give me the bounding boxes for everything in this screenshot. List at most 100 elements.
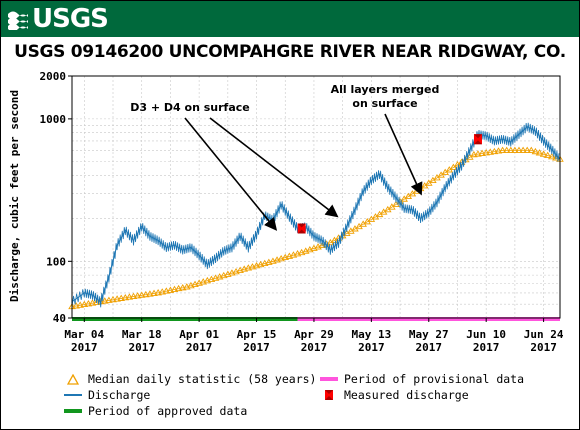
measured-series xyxy=(297,134,482,234)
usgs-logo[interactable]: USGS xyxy=(7,4,109,34)
median-point xyxy=(490,147,499,155)
x-tick-label: Jun 10 xyxy=(466,328,506,341)
annotation-arrow xyxy=(184,117,278,231)
legend-item-provisional: Period of provisional data xyxy=(320,372,524,386)
median-point xyxy=(72,302,80,309)
median-point xyxy=(109,295,117,303)
legend-label-provisional: Period of provisional data xyxy=(344,372,525,386)
x-tick-year: 2017 xyxy=(186,341,213,354)
median-point xyxy=(154,289,162,296)
median-point xyxy=(519,146,527,153)
median-point xyxy=(494,147,503,154)
measured-point-notch xyxy=(297,223,306,228)
x-tick-year: 2017 xyxy=(128,341,155,354)
median-point xyxy=(498,146,507,153)
legend-item-discharge: Discharge xyxy=(64,388,150,402)
median-point xyxy=(129,292,138,300)
annotation-merged-line1: All layers merged xyxy=(331,83,440,96)
median-point xyxy=(158,288,167,295)
red-marker-icon xyxy=(320,389,338,401)
usgs-logo-text: USGS xyxy=(32,4,109,34)
median-series xyxy=(68,146,564,310)
measured-point xyxy=(297,223,306,234)
median-point xyxy=(539,150,548,157)
median-point xyxy=(506,146,515,153)
x-tick-label: Mar 04 xyxy=(64,328,104,341)
median-point xyxy=(470,150,478,158)
median-point xyxy=(137,291,146,298)
measured-point xyxy=(473,134,482,145)
median-point xyxy=(178,283,187,291)
x-tick-label: Apr 01 xyxy=(179,328,219,341)
median-point xyxy=(511,146,519,153)
median-point xyxy=(146,290,154,297)
annotation-d3-d4: D3 + D4 on surface xyxy=(130,101,250,114)
median-point xyxy=(474,150,482,157)
median-point xyxy=(113,295,121,302)
median-point xyxy=(162,287,171,294)
median-point xyxy=(105,296,113,303)
plot-area xyxy=(71,75,561,319)
legend-label-measured: Measured discharge xyxy=(344,388,469,402)
median-point xyxy=(535,149,544,156)
median-point xyxy=(76,301,84,308)
median-point xyxy=(478,149,486,156)
magenta-bar-icon xyxy=(320,373,338,385)
median-point xyxy=(482,149,490,156)
x-tick-label: May 27 xyxy=(409,328,449,341)
median-point xyxy=(121,293,130,301)
legend-label-approved: Period of approved data xyxy=(88,404,248,418)
annotation-merged-line2: on surface xyxy=(352,97,417,110)
green-bar-icon xyxy=(64,405,82,417)
median-point xyxy=(133,292,142,299)
annotation-arrow xyxy=(209,117,339,218)
legend-item-approved: Period of approved data xyxy=(64,404,247,418)
x-tick-year: 2017 xyxy=(358,341,385,354)
median-point xyxy=(170,285,179,292)
median-point xyxy=(527,146,536,153)
median-point xyxy=(142,290,150,298)
y-axis-label: Discharge, cubic feet per second xyxy=(8,90,21,302)
x-tick-year: 2017 xyxy=(416,341,443,354)
annotation-arrow xyxy=(384,113,423,196)
legend-item-measured: Measured discharge xyxy=(320,388,469,402)
legend-label-median: Median daily statistic (58 years) xyxy=(88,372,317,386)
median-point xyxy=(174,284,183,292)
median-point xyxy=(166,286,175,293)
measured-point-notch xyxy=(473,134,482,139)
y-tick-label: 2000 xyxy=(40,70,67,83)
x-tick-label: Apr 15 xyxy=(237,328,277,341)
median-point xyxy=(486,148,495,155)
median-point xyxy=(80,300,89,308)
y-tick-label: 1000 xyxy=(40,113,67,126)
y-tick-label: 100 xyxy=(46,255,66,268)
blue-line-icon xyxy=(64,389,82,401)
measured-point-notch xyxy=(473,140,482,145)
median-point xyxy=(515,146,523,153)
x-tick-year: 2017 xyxy=(473,341,500,354)
median-point xyxy=(84,300,93,307)
x-tick-label: Apr 29 xyxy=(294,328,334,341)
x-tick-year: 2017 xyxy=(243,341,270,354)
y-tick-label: 40 xyxy=(53,312,66,325)
usgs-wave-icon xyxy=(8,11,28,30)
measured-point-notch xyxy=(297,229,306,234)
median-point xyxy=(88,299,97,306)
x-tick-label: May 13 xyxy=(351,328,391,341)
x-tick-year: 2017 xyxy=(301,341,328,354)
median-point xyxy=(125,293,134,300)
x-tick-year: 2017 xyxy=(530,341,557,354)
triangle-icon xyxy=(64,373,82,385)
median-point xyxy=(150,289,158,296)
legend-item-median: Median daily statistic (58 years) xyxy=(64,372,316,386)
median-point xyxy=(502,146,511,153)
period-bar xyxy=(72,317,298,321)
chart-title: USGS 09146200 UNCOMPAHGRE RIVER NEAR RID… xyxy=(14,42,566,62)
x-tick-label: Mar 18 xyxy=(122,328,162,341)
median-point xyxy=(117,294,126,301)
header-banner: USGS xyxy=(1,1,579,37)
median-point xyxy=(543,151,552,158)
